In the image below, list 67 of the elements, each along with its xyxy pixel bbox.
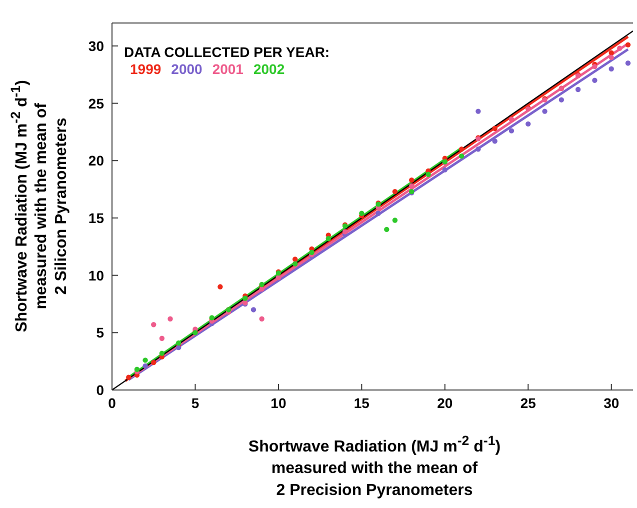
point: [168, 316, 173, 322]
point: [176, 340, 182, 346]
point: [250, 307, 256, 312]
text: 2000: [171, 61, 202, 77]
point: [542, 108, 548, 114]
point: [326, 236, 331, 242]
point: [259, 316, 264, 322]
x-tick-label: 5: [191, 394, 200, 411]
point: [309, 250, 314, 255]
point: [259, 286, 264, 292]
point: [625, 42, 631, 48]
y-tick-label: 5: [96, 324, 104, 341]
point: [608, 66, 614, 72]
point: [558, 97, 564, 102]
y-tick-label: 10: [88, 267, 104, 284]
text: 2002: [253, 61, 285, 77]
y-tick-label: 25: [88, 95, 104, 112]
point: [592, 64, 598, 70]
point: [442, 167, 448, 172]
point: [126, 374, 132, 380]
point: [508, 128, 514, 134]
point: [342, 229, 348, 234]
point: [426, 172, 431, 177]
point: [476, 108, 481, 114]
text: 1999: [130, 61, 162, 77]
point: [242, 296, 248, 301]
point: [292, 256, 298, 262]
point: [625, 60, 631, 66]
point: [409, 183, 414, 188]
point: [359, 210, 364, 216]
point: [134, 366, 140, 372]
x-tick-label: 30: [604, 394, 620, 411]
text: 2001: [212, 61, 244, 77]
point: [608, 50, 614, 56]
x-tick-label: 10: [270, 394, 286, 411]
y-tick-label: 15: [88, 210, 104, 226]
point: [159, 336, 165, 341]
y-tick-label: 30: [88, 38, 104, 54]
point: [617, 46, 622, 51]
point: [392, 218, 398, 223]
point: [409, 178, 414, 183]
point: [218, 284, 223, 290]
legend-title: DATA COLLECTED PER YEAR:: [124, 44, 330, 61]
point: [392, 188, 398, 194]
point: [492, 126, 498, 132]
point: [458, 146, 464, 152]
point: [476, 146, 481, 152]
point: [376, 210, 381, 216]
point: [526, 121, 531, 127]
point: [151, 322, 156, 328]
point: [608, 54, 614, 60]
x-tick-label: 0: [108, 394, 116, 411]
x-tick-label: 20: [437, 394, 453, 411]
point: [592, 78, 598, 83]
y-tick-label: 0: [96, 382, 104, 398]
x-axis-title: Shortwave Radiation (MJ m$^{-2}$ d$^{-1}$) measured with the mean of 2 Precision Pyranometers: [247, 432, 502, 502]
point: [151, 360, 156, 366]
point: [159, 350, 165, 356]
point: [384, 226, 390, 232]
point: [142, 358, 148, 363]
x-tick-label: 25: [520, 394, 536, 411]
point: [458, 153, 464, 159]
y-tick-label: 20: [88, 152, 104, 169]
x-tick-label: 15: [354, 394, 370, 411]
point: [142, 363, 148, 369]
point: [575, 86, 581, 92]
point: [492, 138, 498, 144]
